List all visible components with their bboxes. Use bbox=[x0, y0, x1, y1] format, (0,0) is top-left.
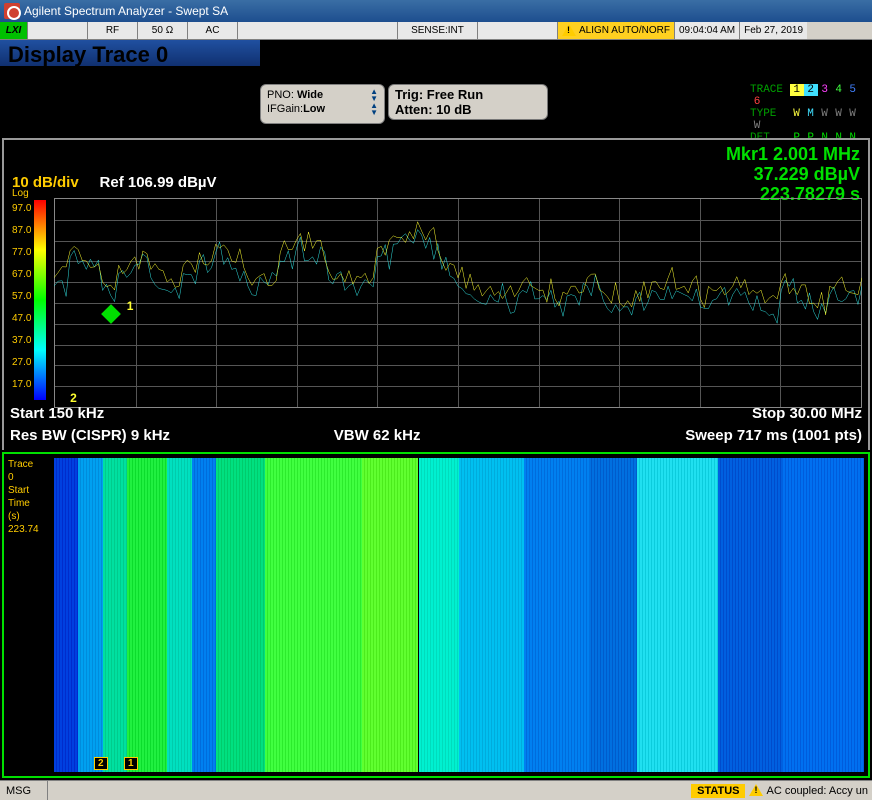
avghold-value: >100/100 bbox=[613, 99, 668, 114]
coupling-indicator[interactable]: AC bbox=[188, 22, 238, 39]
type-label: TYPE bbox=[750, 108, 776, 120]
window-title: Agilent Spectrum Analyzer - Swept SA bbox=[24, 4, 228, 18]
clock-date: Feb 27, 2019 bbox=[740, 22, 807, 39]
spectrum-grid bbox=[54, 198, 862, 408]
trace-type-1: M bbox=[804, 108, 818, 120]
spectrogram-canvas bbox=[54, 458, 864, 772]
warning-icon bbox=[749, 784, 763, 798]
warning-icon bbox=[562, 24, 576, 38]
trace-num-6[interactable]: 6 bbox=[750, 96, 764, 108]
ref-label: Ref 106.99 dBµV bbox=[100, 174, 217, 191]
lxi-badge: LXI bbox=[0, 22, 28, 39]
spectro-trace-label: Trace bbox=[8, 458, 39, 471]
marker-freq: Mkr1 2.001 MHz bbox=[726, 144, 860, 164]
atten-label: Atten: bbox=[395, 102, 433, 117]
avgtype-value: Voltage bbox=[617, 84, 663, 99]
spectro-time-label: Time bbox=[8, 497, 39, 510]
amplitude-colorbar bbox=[34, 200, 46, 400]
spectrogram-labels: Trace 0 Start Time (s) 223.74 bbox=[8, 458, 39, 536]
trace-num-2[interactable]: 2 bbox=[804, 84, 818, 96]
spectrogram-display[interactable]: Trace 0 Start Time (s) 223.74 2 1 bbox=[2, 452, 870, 778]
spectro-value: 223.74 bbox=[8, 523, 39, 536]
stepper-arrows-icon[interactable]: ▲▼ bbox=[370, 88, 378, 102]
footer-bar: MSG STATUS AC coupled: Accy un bbox=[0, 780, 872, 800]
ifgain-label: IFGain: bbox=[267, 103, 303, 115]
rbw-label: Res BW (CISPR) 9 kHz bbox=[10, 427, 170, 444]
avgtype-label: Avg Type: bbox=[552, 84, 613, 99]
footer-warning-text: AC coupled: Accy un bbox=[766, 785, 868, 797]
trace-type-3: W bbox=[832, 108, 846, 120]
footer-warning: AC coupled: Accy un bbox=[745, 784, 872, 798]
vbw-label: VBW 62 kHz bbox=[334, 427, 421, 444]
atten-value: 10 dB bbox=[436, 102, 471, 117]
impedance-indicator[interactable]: 50 Ω bbox=[138, 22, 188, 39]
trace-type-2: W bbox=[818, 108, 832, 120]
trace-type-0: W bbox=[790, 108, 804, 120]
spectro-trace-num: 0 bbox=[8, 471, 39, 484]
trig-label: Trig: bbox=[395, 87, 423, 102]
align-text: ALIGN AUTO/NORF bbox=[579, 25, 670, 36]
spectro-start-label: Start bbox=[8, 484, 39, 497]
display-trace-title: Display Trace 0 bbox=[0, 40, 260, 66]
start-freq: Start 150 kHz bbox=[10, 405, 104, 422]
window-titlebar: Agilent Spectrum Analyzer - Swept SA bbox=[0, 0, 872, 22]
stop-freq: Stop 30.00 MHz bbox=[752, 405, 862, 422]
status-badge[interactable]: STATUS bbox=[691, 784, 745, 798]
trace-num-3[interactable]: 3 bbox=[818, 84, 832, 96]
trace-type-5: W bbox=[750, 120, 764, 132]
marker-readout: Mkr1 2.001 MHz 37.229 dBµV 223.78279 s bbox=[726, 144, 860, 204]
trace-label: TRACE bbox=[750, 84, 783, 96]
align-warning[interactable]: ALIGN AUTO/NORF bbox=[558, 22, 675, 39]
blank-cell-3 bbox=[478, 22, 558, 39]
blank-cell bbox=[28, 22, 88, 39]
trace-num-4[interactable]: 4 bbox=[832, 84, 846, 96]
trace-num-1[interactable]: 1 bbox=[790, 84, 804, 96]
ifgain-value: Low bbox=[303, 103, 325, 115]
trace-num-5[interactable]: 5 bbox=[846, 84, 860, 96]
app-icon bbox=[4, 3, 20, 19]
clock-time: 09:04:04 AM bbox=[675, 22, 740, 39]
trace1-marker-label: 1 bbox=[127, 299, 134, 313]
spectro-marker-2[interactable]: 2 bbox=[94, 757, 108, 770]
sweep-label: Sweep 717 ms (1001 pts) bbox=[685, 427, 862, 444]
pno-label: PNO: bbox=[267, 89, 294, 101]
avghold-label: Avg|Hold: bbox=[552, 99, 613, 114]
pno-ifgain-box[interactable]: PNO: Wide ▲▼ IFGain:Low ▲▼ bbox=[260, 84, 385, 124]
status-strip: LXI RF 50 Ω AC SENSE:INT ALIGN AUTO/NORF… bbox=[0, 22, 872, 40]
trace2-marker-label: 2 bbox=[70, 391, 77, 405]
msg-label[interactable]: MSG bbox=[0, 781, 48, 800]
blank-cell-2 bbox=[238, 22, 398, 39]
rf-indicator[interactable]: RF bbox=[88, 22, 138, 39]
pno-value: Wide bbox=[297, 89, 323, 101]
stepper-arrows-icon[interactable]: ▲▼ bbox=[370, 102, 378, 116]
marker-ampl: 37.229 dBµV bbox=[726, 164, 860, 184]
spectrum-display[interactable]: Mkr1 2.001 MHz 37.229 dBµV 223.78279 s 1… bbox=[2, 138, 870, 450]
sense-indicator[interactable]: SENSE:INT bbox=[398, 22, 478, 39]
y-axis-labels: 97.087.077.067.057.047.037.027.017.0 bbox=[12, 198, 31, 396]
spectro-marker-1[interactable]: 1 bbox=[124, 757, 138, 770]
trace-type-4: W bbox=[846, 108, 860, 120]
trig-value: Free Run bbox=[427, 87, 483, 102]
spectro-unit: (s) bbox=[8, 510, 39, 523]
